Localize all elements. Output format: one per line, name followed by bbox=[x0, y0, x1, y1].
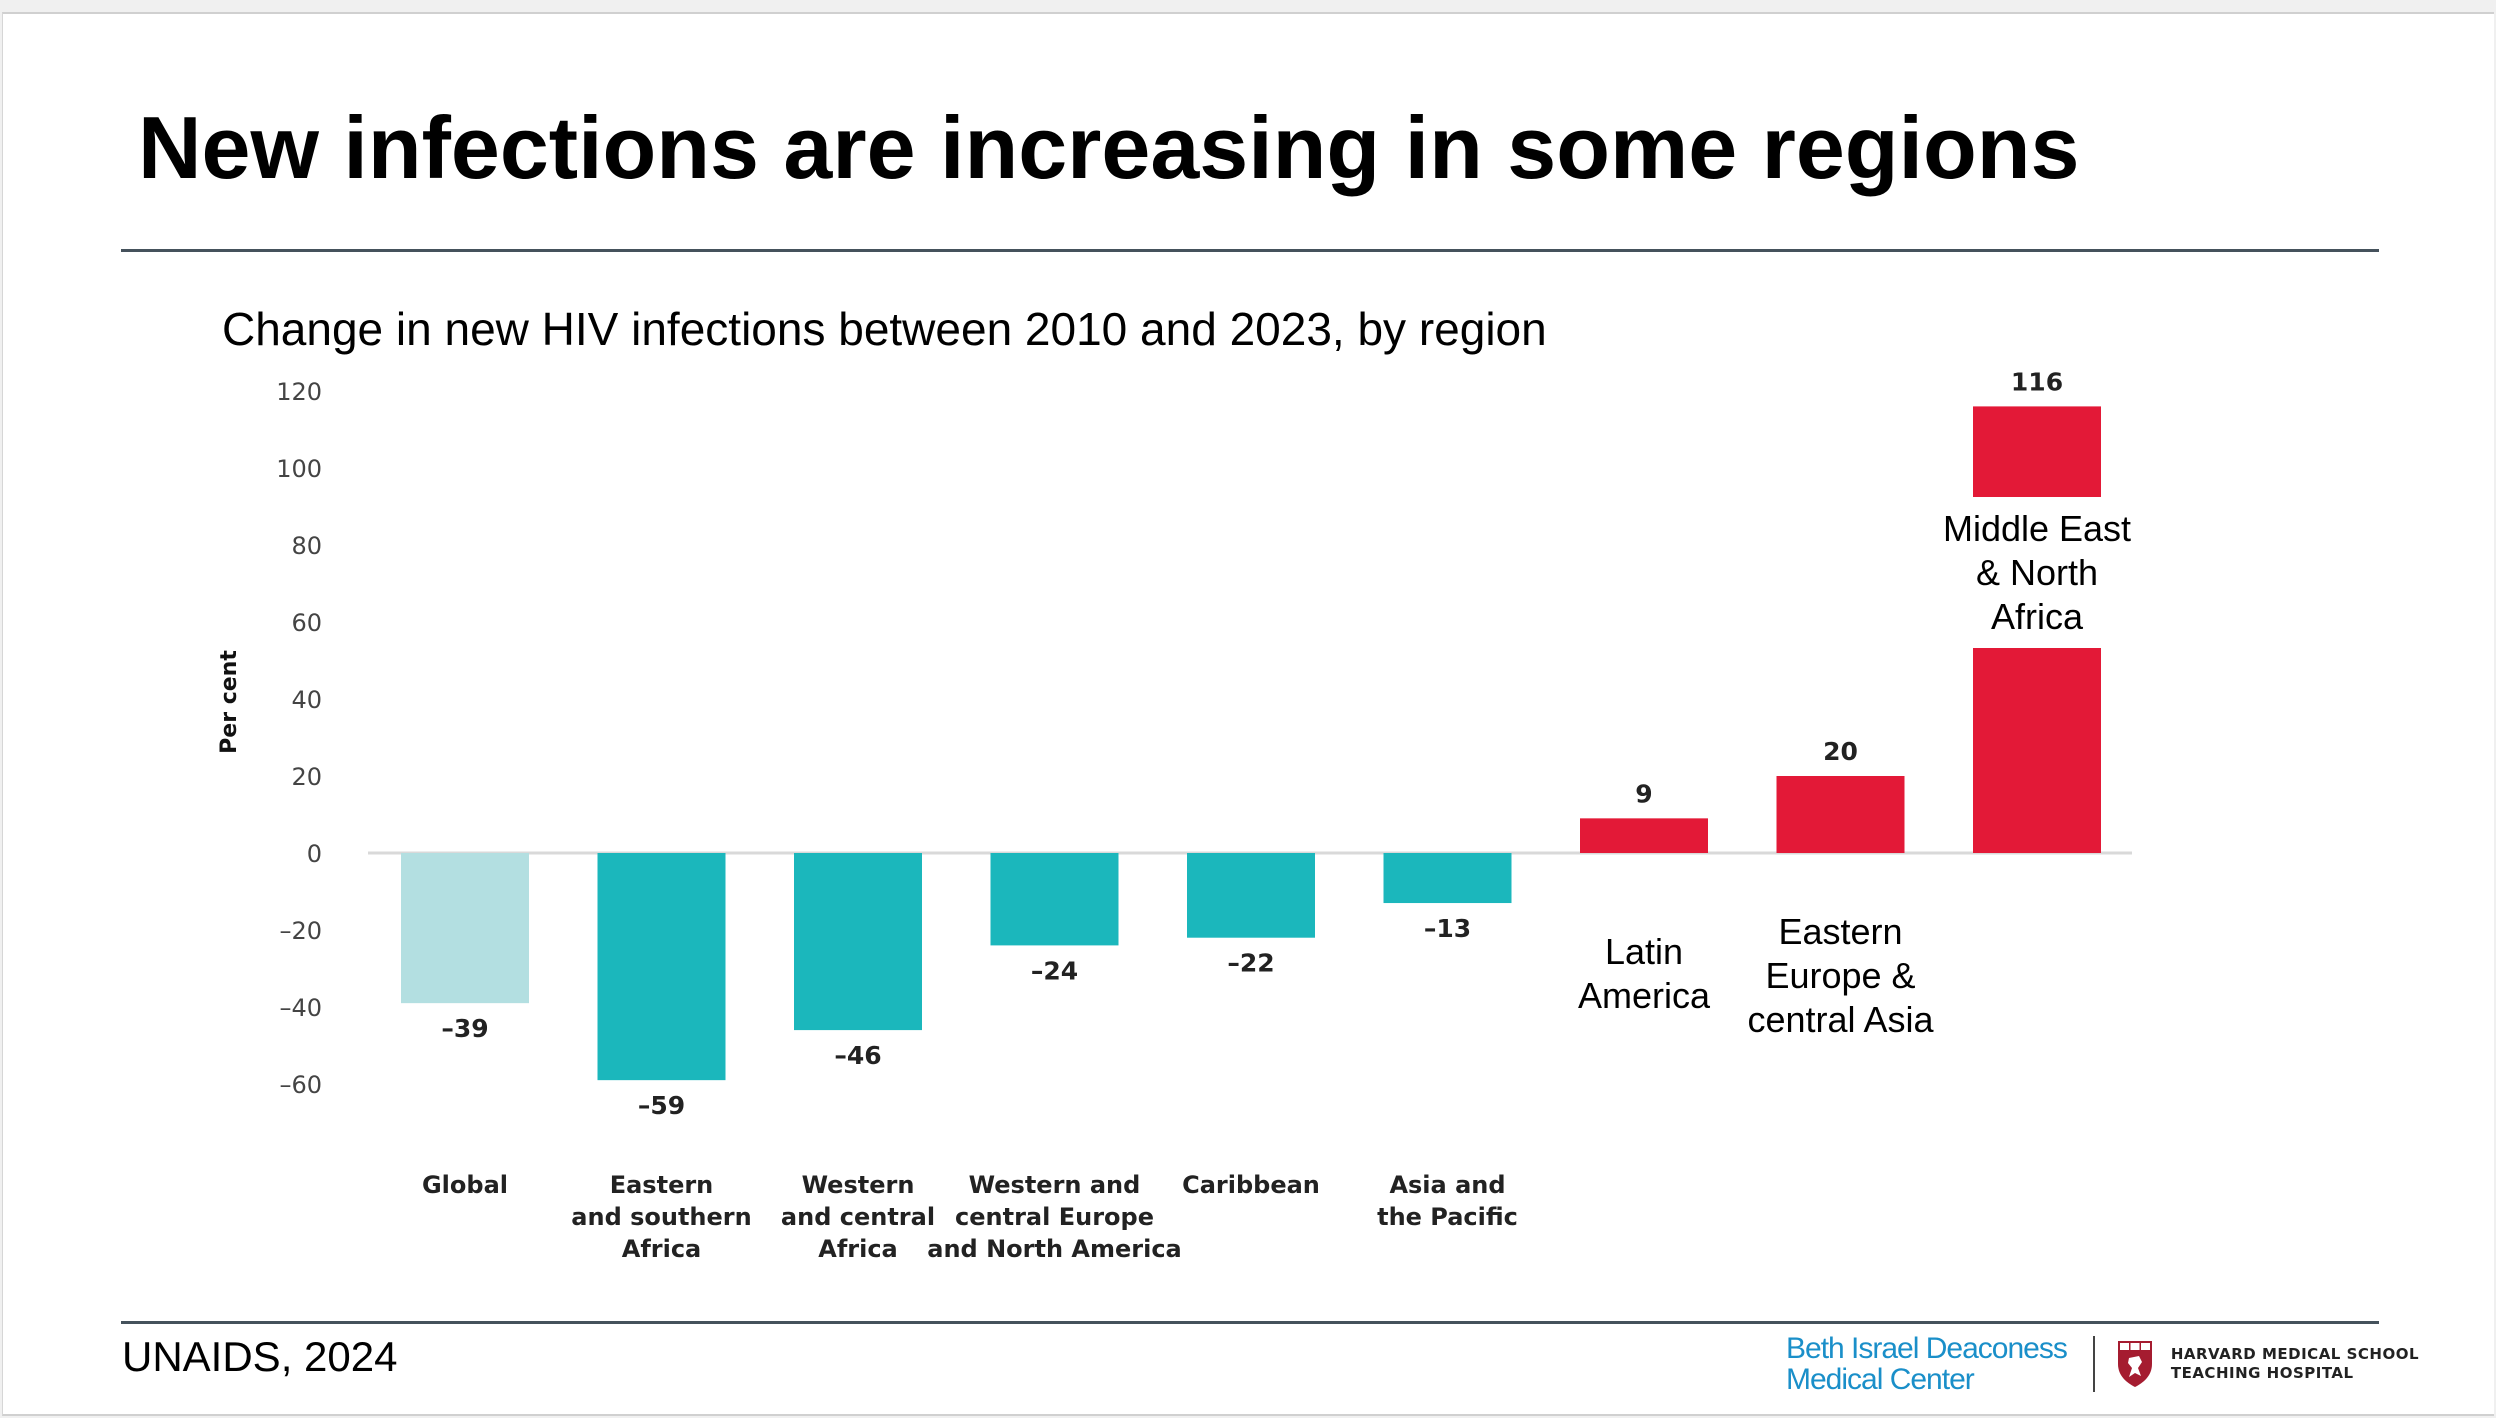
bar bbox=[597, 853, 726, 1081]
y-tick-label: 120 bbox=[276, 378, 322, 406]
category-label: Caribbean bbox=[1182, 1171, 1320, 1199]
category-label: Eastern bbox=[1778, 911, 1902, 952]
title-divider bbox=[121, 249, 2379, 252]
y-tick-label: 80 bbox=[291, 532, 322, 560]
category-label: Africa bbox=[622, 1235, 702, 1263]
footer-logos: Beth Israel Deaconess Medical Center HAR… bbox=[1786, 1332, 2419, 1396]
slide-title: New infections are increasing in some re… bbox=[138, 98, 2080, 197]
category-label: the Pacific bbox=[1377, 1203, 1518, 1231]
category-label: central Europe bbox=[955, 1203, 1154, 1231]
value-labels: –39 –59 –46 –24 –22 –13 9 20 116 bbox=[441, 367, 2063, 1120]
bar bbox=[401, 853, 529, 1004]
y-tick-label: 60 bbox=[291, 609, 322, 637]
bar bbox=[1973, 648, 2101, 853]
chart-subtitle: Change in new HIV infections between 201… bbox=[222, 303, 1547, 355]
category-label: and southern bbox=[571, 1203, 751, 1231]
category-label: Western and bbox=[969, 1171, 1141, 1199]
bar bbox=[1187, 853, 1315, 938]
bidmc-logo: Beth Israel Deaconess Medical Center bbox=[1786, 1332, 2068, 1396]
value-label: 9 bbox=[1635, 779, 1652, 808]
value-label: –13 bbox=[1424, 914, 1471, 943]
bars bbox=[401, 406, 2101, 1081]
logo-separator bbox=[2092, 1336, 2095, 1392]
bar bbox=[794, 853, 922, 1031]
bidmc-logo-line2: Medical Center bbox=[1786, 1363, 1975, 1396]
category-label: America bbox=[1578, 975, 1711, 1016]
bar bbox=[1580, 818, 1708, 853]
y-tick-label: –60 bbox=[279, 1071, 322, 1099]
y-tick-label: –40 bbox=[279, 994, 322, 1022]
category-label: Western bbox=[802, 1171, 915, 1199]
bar bbox=[1973, 406, 2101, 497]
category-label: Europe & bbox=[1765, 955, 1915, 996]
hms-line2: TEACHING HOSPITAL bbox=[2170, 1364, 2354, 1382]
y-tick-label: 40 bbox=[291, 686, 322, 714]
footer-divider bbox=[121, 1321, 2379, 1324]
category-label: central Asia bbox=[1747, 999, 1934, 1040]
y-axis-label: Per cent bbox=[217, 650, 242, 754]
category-label: Asia and bbox=[1389, 1171, 1505, 1199]
y-axis-ticks: 120 100 80 60 40 20 0 –20 –40 –60 bbox=[276, 378, 322, 1099]
y-tick-label: 20 bbox=[291, 763, 322, 791]
category-label: and North America bbox=[927, 1235, 1181, 1263]
category-label: Eastern bbox=[610, 1171, 714, 1199]
category-labels: Global Eastern and southern Africa Western an… bbox=[422, 508, 2131, 1263]
value-label: –46 bbox=[834, 1041, 881, 1070]
category-label: Latin bbox=[1605, 931, 1683, 972]
value-label: –22 bbox=[1227, 949, 1274, 978]
hms-logo-text: HARVARD MEDICAL SCHOOL TEACHING HOSPITAL bbox=[2171, 1345, 2419, 1383]
category-label: Middle East bbox=[1943, 508, 2131, 549]
category-label: Global bbox=[422, 1171, 508, 1199]
category-label: & North bbox=[1976, 552, 2098, 593]
value-label: 20 bbox=[1823, 737, 1858, 766]
category-label: and central bbox=[781, 1203, 935, 1231]
value-label: –24 bbox=[1031, 956, 1078, 985]
category-label: Africa bbox=[818, 1235, 898, 1263]
y-tick-label: –20 bbox=[279, 917, 322, 945]
value-label: –59 bbox=[638, 1091, 685, 1120]
bar bbox=[1776, 776, 1905, 853]
hms-line1: HARVARD MEDICAL SCHOOL bbox=[2170, 1345, 2420, 1363]
source-citation: UNAIDS, 2024 bbox=[122, 1333, 398, 1380]
y-tick-label: 0 bbox=[307, 840, 322, 868]
bar bbox=[1383, 853, 1512, 904]
bidmc-logo-line1: Beth Israel Deaconess bbox=[1786, 1332, 2068, 1365]
harvard-shield-icon bbox=[2117, 1341, 2152, 1387]
category-label: Africa bbox=[1991, 596, 2084, 637]
bar bbox=[990, 853, 1119, 946]
value-label: 116 bbox=[2011, 367, 2063, 396]
value-label: –39 bbox=[441, 1014, 488, 1043]
y-tick-label: 100 bbox=[276, 455, 322, 483]
